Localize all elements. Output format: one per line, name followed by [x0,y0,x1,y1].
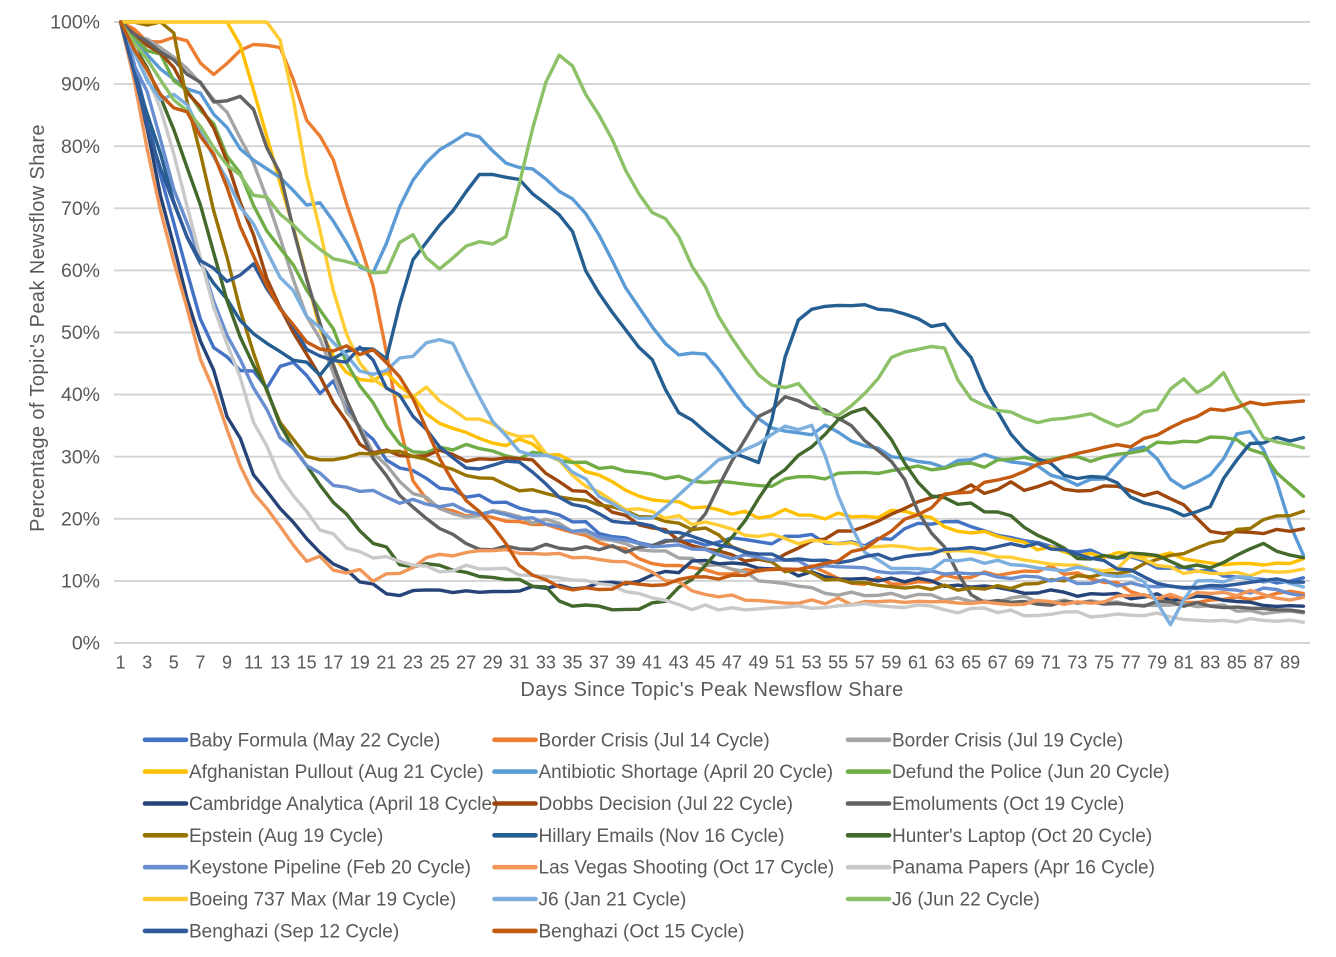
svg-text:Baby Formula (May 22 Cycle): Baby Formula (May 22 Cycle) [189,730,440,751]
svg-text:Benghazi (Sep 12 Cycle): Benghazi (Sep 12 Cycle) [189,921,399,942]
svg-text:57: 57 [855,653,875,673]
svg-text:Emoluments (Oct 19 Cycle): Emoluments (Oct 19 Cycle) [892,794,1124,815]
svg-text:Percentage of Topic's Peak New: Percentage of Topic's Peak Newsflow Shar… [27,124,49,532]
svg-text:19: 19 [350,653,370,673]
svg-text:63: 63 [935,653,955,673]
svg-text:73: 73 [1067,653,1087,673]
svg-text:Las Vegas Shooting (Oct 17 Cyc: Las Vegas Shooting (Oct 17 Cycle) [539,858,835,879]
svg-text:61: 61 [908,653,928,673]
svg-text:89: 89 [1280,653,1300,673]
svg-text:Afghanistan Pullout (Aug 21 Cy: Afghanistan Pullout (Aug 21 Cycle) [189,762,484,783]
svg-text:30%: 30% [61,446,100,468]
svg-text:75: 75 [1094,653,1114,673]
svg-text:Hillary Emails (Nov 16 Cycle): Hillary Emails (Nov 16 Cycle) [539,826,785,847]
svg-text:87: 87 [1253,653,1273,673]
svg-text:81: 81 [1174,653,1194,673]
svg-text:27: 27 [456,653,476,673]
svg-text:Cambridge Analytica (April 18: Cambridge Analytica (April 18 Cycle) [189,794,498,815]
svg-text:7: 7 [195,653,205,673]
svg-text:37: 37 [589,653,609,673]
svg-text:53: 53 [802,653,822,673]
svg-text:1: 1 [116,653,126,673]
svg-text:39: 39 [616,653,636,673]
svg-text:60%: 60% [61,260,100,282]
svg-text:85: 85 [1227,653,1247,673]
svg-text:J6 (Jun 22 Cycle): J6 (Jun 22 Cycle) [892,890,1040,911]
svg-text:3: 3 [142,653,152,673]
svg-text:25: 25 [430,653,450,673]
svg-text:17: 17 [323,653,343,673]
svg-text:47: 47 [722,653,742,673]
svg-text:77: 77 [1121,653,1141,673]
svg-text:15: 15 [297,653,317,673]
svg-text:83: 83 [1200,653,1220,673]
svg-text:79: 79 [1147,653,1167,673]
svg-text:21: 21 [376,653,396,673]
svg-text:10%: 10% [61,571,100,593]
svg-text:Border Crisis (Jul 14 Cycle): Border Crisis (Jul 14 Cycle) [539,730,770,751]
svg-text:13: 13 [270,653,290,673]
svg-text:5: 5 [169,653,179,673]
svg-text:35: 35 [562,653,582,673]
svg-text:69: 69 [1014,653,1034,673]
svg-text:90%: 90% [61,74,100,96]
svg-text:J6 (Jan 21 Cycle): J6 (Jan 21 Cycle) [539,890,687,911]
svg-text:40%: 40% [61,384,100,406]
svg-text:Defund the Police (Jun 20 Cycl: Defund the Police (Jun 20 Cycle) [892,762,1170,783]
svg-text:43: 43 [669,653,689,673]
svg-text:80%: 80% [61,136,100,158]
svg-text:23: 23 [403,653,423,673]
svg-text:70%: 70% [61,198,100,220]
svg-text:Keystone Pipeline (Feb 20 Cycl: Keystone Pipeline (Feb 20 Cycle) [189,858,471,879]
svg-text:Benghazi (Oct 15 Cycle): Benghazi (Oct 15 Cycle) [539,921,745,942]
svg-text:Antibiotic Shortage (April 20: Antibiotic Shortage (April 20 Cycle) [539,762,834,783]
svg-text:45: 45 [695,653,715,673]
svg-text:49: 49 [748,653,768,673]
svg-text:Days Since Topic's Peak Newsfl: Days Since Topic's Peak Newsflow Share [520,679,903,701]
svg-text:67: 67 [988,653,1008,673]
svg-text:Boeing 737 Max (Mar 19 Cycle): Boeing 737 Max (Mar 19 Cycle) [189,890,456,911]
svg-text:55: 55 [828,653,848,673]
svg-text:29: 29 [483,653,503,673]
svg-text:11: 11 [244,653,263,673]
svg-text:Hunter's Laptop (Oct 20 Cycle): Hunter's Laptop (Oct 20 Cycle) [892,826,1152,847]
svg-text:71: 71 [1041,653,1061,673]
svg-text:51: 51 [775,653,795,673]
svg-text:9: 9 [222,653,232,673]
svg-text:0%: 0% [72,633,100,655]
svg-text:Epstein (Aug 19 Cycle): Epstein (Aug 19 Cycle) [189,826,383,847]
svg-text:41: 41 [642,653,662,673]
svg-text:Border Crisis (Jul 19 Cycle): Border Crisis (Jul 19 Cycle) [892,730,1123,751]
svg-text:50%: 50% [61,322,100,344]
svg-text:Dobbs Decision (Jul 22 Cycle): Dobbs Decision (Jul 22 Cycle) [539,794,794,815]
svg-text:33: 33 [536,653,556,673]
svg-text:20%: 20% [61,508,100,530]
svg-text:100%: 100% [50,12,100,34]
svg-text:59: 59 [881,653,901,673]
svg-text:31: 31 [509,653,529,673]
svg-text:65: 65 [961,653,981,673]
svg-text:Panama Papers (Apr 16 Cycle): Panama Papers (Apr 16 Cycle) [892,858,1155,879]
